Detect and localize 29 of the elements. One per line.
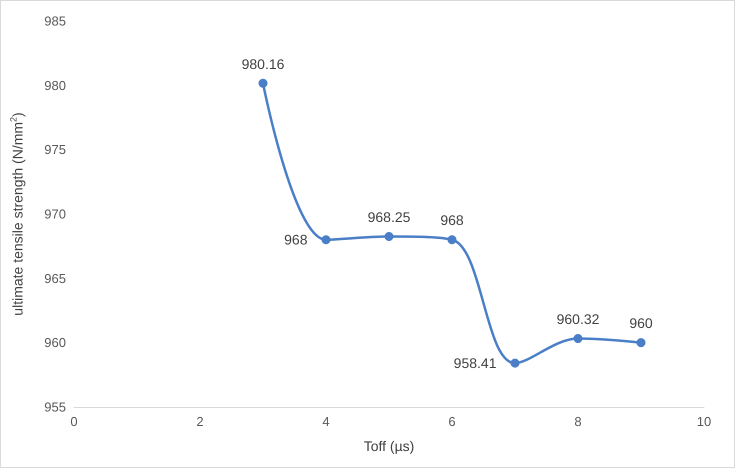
x-axis-title: Toff (µs) bbox=[364, 438, 414, 454]
point bbox=[322, 235, 330, 244]
y-tick-label: 965 bbox=[44, 270, 66, 286]
x-tick-label: 4 bbox=[322, 414, 330, 429]
y-tick-label: 970 bbox=[44, 206, 66, 222]
point bbox=[258, 78, 268, 88]
y-tick-label: 975 bbox=[44, 142, 66, 158]
x-tick-label: 6 bbox=[448, 414, 456, 429]
point bbox=[384, 232, 394, 242]
data-label: 960.32 bbox=[556, 311, 600, 328]
data-label: 960 bbox=[629, 315, 653, 332]
data-label: 968 bbox=[440, 212, 464, 228]
data-label: 980.16 bbox=[242, 56, 285, 72]
y-tick-label: 985 bbox=[44, 14, 66, 28]
data-label: 968 bbox=[284, 232, 308, 248]
point bbox=[574, 334, 582, 344]
y-tick-label: 980 bbox=[44, 78, 66, 93]
y-tick-label: 960 bbox=[44, 335, 66, 350]
x-tick-label: 0 bbox=[70, 414, 78, 429]
data-label: 958.41 bbox=[454, 355, 497, 372]
x-tick-label: 2 bbox=[196, 414, 204, 429]
y-axis-title: ultimate tensile strength (N/mm2) bbox=[8, 112, 26, 316]
point bbox=[636, 338, 646, 348]
point bbox=[448, 235, 456, 244]
point bbox=[510, 358, 520, 368]
x-tick-label: 10 bbox=[696, 414, 712, 429]
x-tick-label: 8 bbox=[574, 414, 582, 429]
data-label: 968.25 bbox=[368, 209, 411, 226]
y-tick-label: 955 bbox=[44, 400, 66, 414]
